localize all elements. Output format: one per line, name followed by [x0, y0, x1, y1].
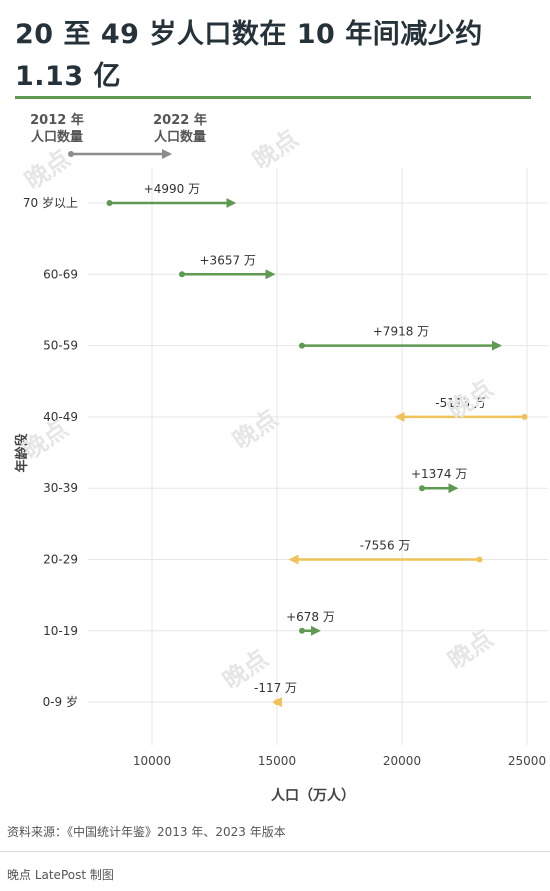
data-label: +7918 万: [373, 325, 429, 339]
category-label: 0-9 岁: [43, 694, 78, 709]
legend-start-dot: [68, 151, 74, 157]
legend-end-label: 2022 年 人口数量: [153, 113, 207, 145]
data-label: -5113 万: [435, 396, 486, 410]
y-axis-title: 年龄段: [14, 433, 30, 472]
x-axis-title: 人口（万人）: [271, 787, 355, 804]
start-dot: [274, 699, 280, 706]
footer-divider: [0, 851, 550, 852]
start-dot: [106, 200, 113, 206]
data-label: +678 万: [286, 610, 335, 624]
credit-note: 晚点 LatePost 制图: [7, 868, 114, 882]
start-dot: [299, 627, 305, 634]
chart-title: 20 至 49 岁人口数在 10 年间减少约 1.13 亿: [15, 19, 483, 92]
start-dot: [476, 556, 483, 563]
legend-start-label: 2012 年 人口数量: [30, 113, 84, 145]
category-label: 20-29: [43, 553, 78, 567]
start-dot: [299, 342, 305, 349]
category-label: 50-59: [43, 339, 78, 353]
data-label: +3657 万: [200, 253, 256, 267]
category-label: 70 岁以上: [23, 195, 78, 210]
x-tick-label: 10000: [133, 754, 171, 768]
data-label: +1374 万: [411, 467, 467, 481]
start-dot: [521, 413, 528, 420]
title-divider: [15, 96, 531, 99]
category-label: 30-39: [43, 481, 78, 495]
category-label: 10-19: [43, 624, 78, 638]
data-label: +4990 万: [144, 182, 200, 196]
data-label: -7556 万: [360, 539, 411, 553]
x-tick-label: 20000: [383, 754, 421, 768]
category-label: 60-69: [43, 267, 78, 281]
x-tick-label: 25000: [508, 754, 546, 768]
data-label: -117 万: [254, 681, 297, 695]
start-dot: [179, 271, 185, 278]
category-label: 40-49: [43, 410, 78, 424]
source-note: 资料来源：《中国统计年鉴》2013 年、2023 年版本: [7, 825, 286, 839]
arrow-chart: 10000 15000 20000 25000 70 岁以上 60-69 50-59 40-4…: [14, 149, 548, 804]
x-tick-label: 15000: [258, 754, 296, 768]
start-dot: [419, 485, 425, 492]
